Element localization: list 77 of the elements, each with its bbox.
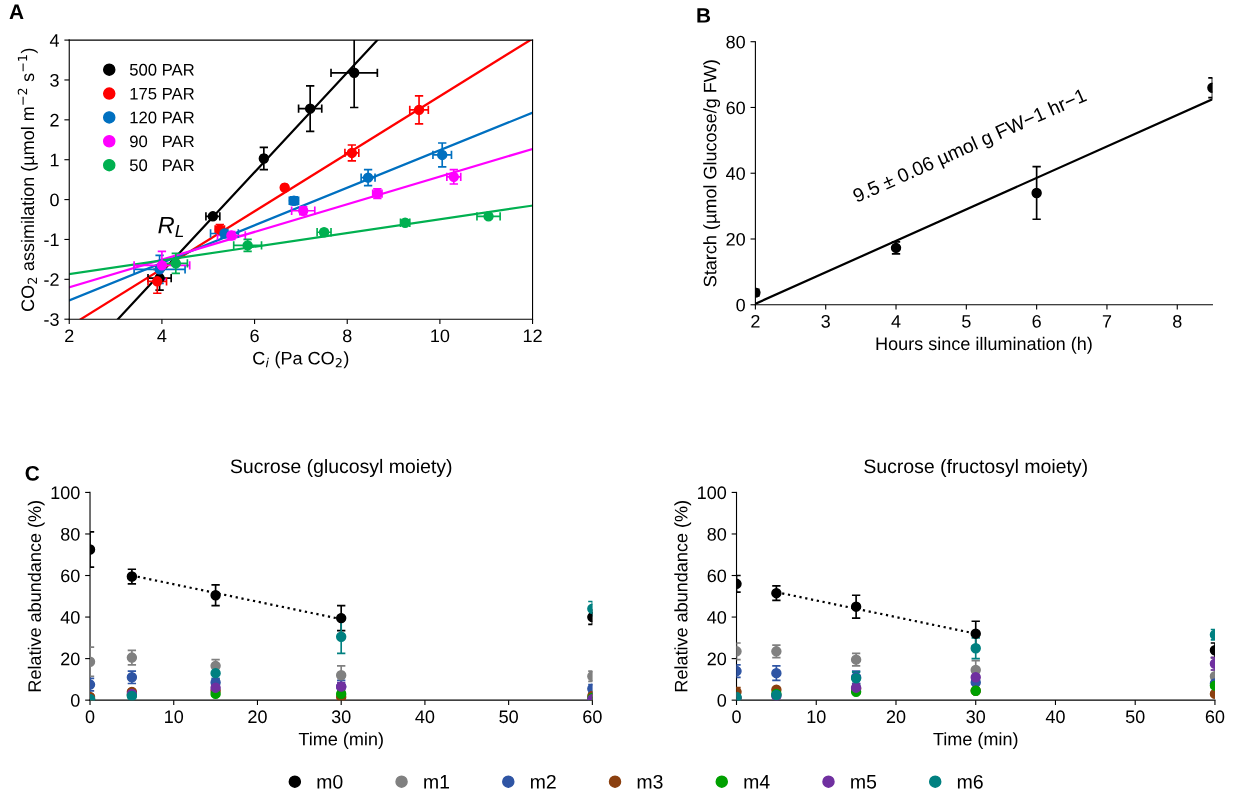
x-tick-label: 20	[248, 710, 267, 724]
y-tick-label: 3	[50, 73, 59, 87]
legend-label: m3	[637, 774, 663, 789]
x-tick-label: 40	[1045, 710, 1065, 724]
annotation: R$_{L}$	[158, 216, 184, 238]
x-tick-label: 30	[966, 710, 986, 724]
y-tick-label: 60	[707, 569, 727, 583]
legend-label: 50 PAR	[129, 159, 194, 172]
legend-label: 500 PAR	[129, 63, 194, 76]
text: C	[25, 465, 40, 481]
y-tick-label: 2	[50, 113, 59, 127]
y-tick-label: 60	[61, 569, 80, 583]
y-axis-title: Relative abundance (%)	[674, 501, 692, 692]
x-tick-label: 20	[886, 710, 906, 724]
x-tick-label: 30	[331, 710, 351, 724]
y-tick-label: 0	[50, 193, 59, 207]
x-axis-title: Time (min)	[933, 732, 1018, 750]
annotation: 9.5 ± 0.06 µmol g FW−1 hr−1	[851, 87, 1089, 207]
y-tick-label: 40	[726, 167, 745, 180]
x-tick-label: 2	[751, 314, 760, 328]
x-tick-label: 50	[499, 710, 518, 724]
legend-label: m2	[530, 774, 556, 789]
text: B	[697, 8, 711, 23]
x-tick-label: 10	[165, 710, 184, 724]
text: A	[9, 4, 24, 19]
x-tick-label: 10	[807, 710, 826, 724]
legend-label: 90 PAR	[130, 135, 194, 148]
legend-label: m0	[317, 774, 343, 789]
y-tick-label: 0	[717, 694, 727, 707]
legend-label: m5	[851, 775, 877, 789]
x-tick-label: 10	[431, 329, 450, 343]
x-axis-title: Hours since illumination (h)	[876, 336, 1092, 354]
y-axis-title: Relative abundance (%)	[27, 501, 45, 692]
y-tick-label: 20	[61, 652, 80, 666]
x-tick-label: 4	[157, 329, 167, 342]
x-axis-title: C$_{i}$ (Pa CO$_{2}$)	[253, 351, 349, 369]
y-tick-label: -1	[44, 233, 59, 246]
x-tick-label: 8	[1173, 314, 1182, 328]
y-tick-label: -3	[44, 313, 59, 326]
legend-label: m6	[957, 774, 983, 789]
x-tick-label: 5	[962, 315, 971, 328]
y-axis-title: CO$_{2}$ assimilation (µmol m$^{−2}$ s$^{−1}$)	[17, 48, 38, 311]
legend-label: m4	[744, 775, 770, 789]
y-tick-label: 4	[49, 34, 59, 47]
legend-label: 175 PAR	[130, 87, 194, 100]
y-tick-label: 20	[726, 232, 745, 246]
legend-label: m1	[424, 775, 450, 789]
x-tick-label: 6	[250, 329, 259, 343]
y-tick-label: 40	[707, 610, 727, 624]
x-axis-title: Time (min)	[298, 732, 383, 750]
x-tick-label: 60	[1205, 710, 1225, 724]
y-tick-label: 0	[70, 694, 80, 707]
x-tick-label: 4	[891, 315, 901, 328]
legend-label: 120 PAR	[130, 111, 194, 124]
x-tick-label: 3	[821, 314, 830, 328]
y-tick-label: 20	[707, 652, 727, 666]
x-tick-label: 6	[1032, 314, 1041, 328]
x-tick-label: 50	[1125, 710, 1145, 724]
y-axis-title: Starch (µmol Glucose/g FW)	[703, 60, 721, 287]
x-tick-label: 0	[85, 710, 95, 724]
x-tick-label: 8	[343, 329, 352, 343]
y-tick-label: 40	[60, 610, 80, 624]
y-tick-label: 100	[51, 486, 80, 500]
y-tick-label: 1	[50, 153, 59, 167]
y-tick-label: 100	[698, 486, 727, 500]
y-tick-label: 80	[726, 35, 745, 49]
y-tick-label: 80	[61, 527, 80, 541]
y-tick-label: 0	[736, 298, 745, 312]
chart-title: Sucrose (glucosyl moiety)	[230, 458, 452, 478]
y-tick-label: -2	[44, 273, 59, 286]
x-tick-label: 7	[1102, 315, 1112, 328]
x-tick-label: 60	[583, 710, 602, 724]
x-tick-label: 12	[523, 329, 542, 342]
y-tick-label: 60	[726, 101, 745, 115]
y-tick-label: 80	[707, 527, 727, 541]
chart-title: Sucrose (fructosyl moiety)	[864, 458, 1087, 478]
x-tick-label: 40	[415, 710, 435, 724]
